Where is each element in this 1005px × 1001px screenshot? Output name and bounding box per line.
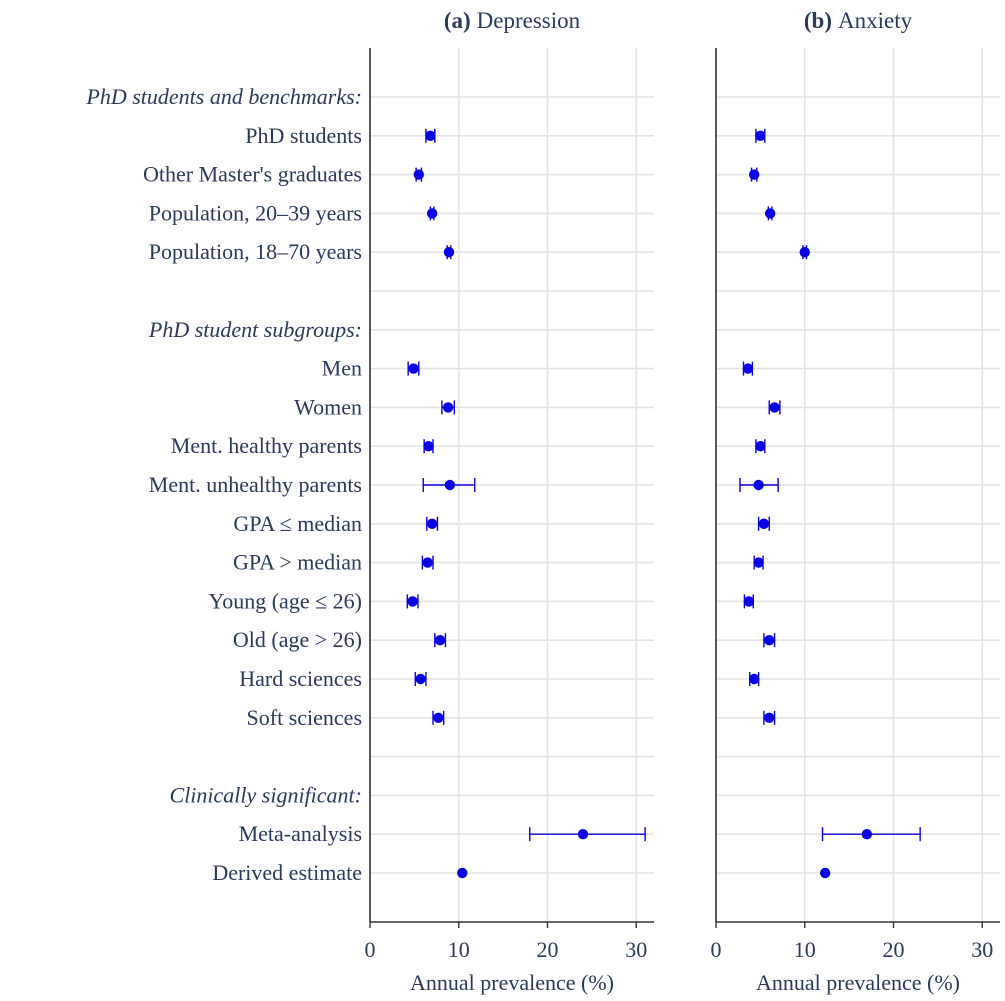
depression-point-men bbox=[408, 363, 419, 374]
anxiety-x-tick-label: 20 bbox=[883, 937, 905, 962]
depression-point-hard-sciences bbox=[415, 673, 426, 685]
panel-depression: 0 10 20 30 (a) Depression Annual prevalence (%… bbox=[365, 8, 654, 995]
row-label-old-age-26: Old (age > 26) bbox=[233, 627, 362, 652]
depression-x-tick-label: 20 bbox=[537, 937, 559, 962]
anxiety-point-men bbox=[742, 363, 754, 374]
row-label-gpa-median: GPA ≤ median bbox=[233, 511, 362, 536]
depression-point-young-age-26 bbox=[407, 596, 418, 607]
row-label-phd-students: PhD students bbox=[245, 123, 362, 148]
depression-point-gpa-median bbox=[422, 557, 433, 568]
anxiety-point-women bbox=[769, 402, 780, 413]
depression-point-derived-estimate bbox=[457, 867, 468, 879]
row-label-population-18-70-years: Population, 18–70 years bbox=[149, 239, 362, 264]
row-label-meta-analysis: Meta-analysis bbox=[239, 821, 362, 846]
panel-anxiety: 0 10 20 30 (b) Anxiety Annual prevalence (%) bbox=[711, 8, 1000, 995]
row-label-soft-sciences: Soft sciences bbox=[247, 705, 362, 730]
anxiety-point-phd-students bbox=[755, 130, 766, 141]
anxiety-point-population-20-39-years bbox=[764, 208, 776, 219]
row-label-men: Men bbox=[322, 356, 362, 381]
depression-point-other-master-s-graduates bbox=[413, 169, 425, 180]
anxiety-point-gpa-median bbox=[758, 518, 770, 529]
row-label-other-master-s-graduates: Other Master's graduates bbox=[143, 162, 362, 187]
anxiety-point-derived-estimate bbox=[819, 867, 831, 879]
anxiety-panel-tag: (b) bbox=[804, 8, 832, 33]
depression-panel-title-text: Depression bbox=[477, 8, 581, 33]
anxiety-point-ment-healthy-parents bbox=[755, 441, 766, 452]
depression-point-gpa-median bbox=[426, 518, 438, 529]
depression-x-tick-label: 10 bbox=[448, 937, 470, 962]
depression-panel-title: (a) Depression bbox=[444, 8, 581, 33]
row-label-gpa-median: GPA > median bbox=[233, 550, 362, 575]
depression-x-tick-label: 30 bbox=[625, 937, 647, 962]
anxiety-x-tick-label: 10 bbox=[794, 937, 816, 962]
anxiety-point-old-age-26 bbox=[764, 635, 775, 646]
depression-point-soft-sciences bbox=[433, 712, 444, 723]
anxiety-point-other-master-s-graduates bbox=[748, 169, 760, 180]
depression-panel-tag: (a) bbox=[444, 8, 471, 33]
depression-point-ment-unhealthy-parents bbox=[444, 479, 456, 491]
anxiety-point-gpa-median bbox=[753, 557, 764, 568]
depression-point-population-18-70-years bbox=[443, 247, 455, 258]
depression-point-meta-analysis bbox=[577, 829, 589, 840]
anxiety-point-ment-unhealthy-parents bbox=[753, 479, 764, 491]
group-header-phd-students-and-benchmarks: PhD students and benchmarks: bbox=[85, 84, 362, 109]
row-label-ment-healthy-parents: Ment. healthy parents bbox=[171, 433, 362, 458]
row-label-ment-unhealthy-parents: Ment. unhealthy parents bbox=[149, 472, 362, 497]
depression-point-phd-students bbox=[425, 130, 436, 141]
row-label-derived-estimate: Derived estimate bbox=[212, 860, 362, 885]
group-header-clinically-significant: Clinically significant: bbox=[170, 782, 362, 807]
row-label-hard-sciences: Hard sciences bbox=[239, 666, 362, 691]
row-label-population-20-39-years: Population, 20–39 years bbox=[149, 200, 362, 225]
anxiety-point-hard-sciences bbox=[748, 673, 760, 685]
depression-x-tick-label: 0 bbox=[365, 937, 376, 962]
anxiety-x-tick-label: 0 bbox=[711, 937, 722, 962]
depression-x-axis-label: Annual prevalence (%) bbox=[410, 970, 614, 995]
anxiety-panel-title: (b) Anxiety bbox=[804, 8, 913, 33]
row-label-young-age-26: Young (age ≤ 26) bbox=[209, 588, 362, 613]
depression-point-ment-healthy-parents bbox=[423, 441, 434, 452]
depression-point-women bbox=[442, 402, 454, 413]
anxiety-point-young-age-26 bbox=[743, 596, 755, 607]
anxiety-point-soft-sciences bbox=[764, 712, 775, 723]
group-header-phd-student-subgroups: PhD student subgroups: bbox=[148, 317, 362, 342]
anxiety-point-population-18-70-years bbox=[799, 247, 810, 258]
anxiety-panel-title-text: Anxiety bbox=[838, 8, 913, 33]
depression-point-population-20-39-years bbox=[426, 208, 438, 219]
anxiety-point-meta-analysis bbox=[861, 829, 873, 840]
depression-point-old-age-26 bbox=[434, 635, 446, 646]
anxiety-x-axis-label: Annual prevalence (%) bbox=[756, 970, 960, 995]
row-labels: PhD students and benchmarks: PhD students… bbox=[85, 84, 362, 885]
row-label-women: Women bbox=[294, 394, 362, 419]
anxiety-x-tick-label: 30 bbox=[971, 937, 993, 962]
